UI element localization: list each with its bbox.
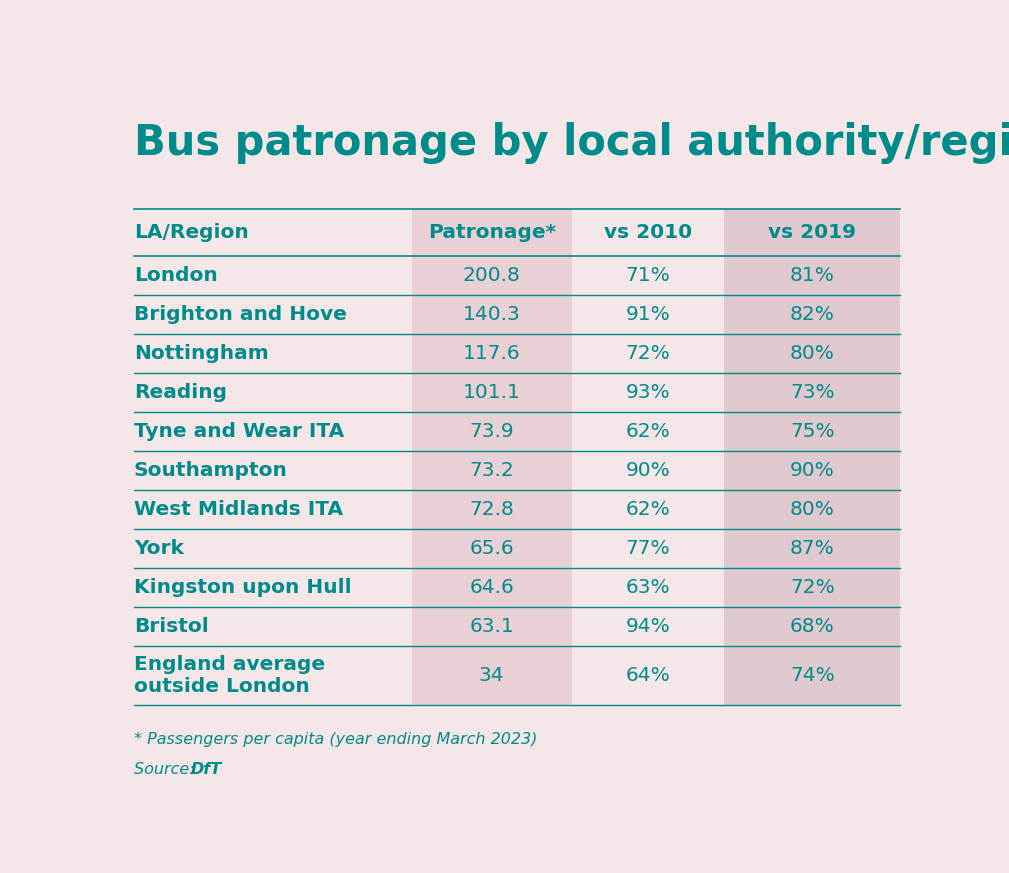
Text: 62%: 62%	[626, 500, 670, 519]
Text: Patronage*: Patronage*	[428, 223, 556, 242]
Text: Bristol: Bristol	[134, 617, 209, 636]
Text: 62%: 62%	[626, 422, 670, 441]
Text: Reading: Reading	[134, 383, 227, 402]
Text: 91%: 91%	[626, 305, 670, 324]
Text: England average
outside London: England average outside London	[134, 655, 325, 697]
Text: Nottingham: Nottingham	[134, 344, 268, 363]
Text: Bus patronage by local authority/region: Bus patronage by local authority/region	[134, 121, 1009, 163]
Text: 80%: 80%	[790, 500, 834, 519]
Text: Kingston upon Hull: Kingston upon Hull	[134, 578, 351, 597]
Text: 65.6: 65.6	[469, 539, 514, 558]
Text: 73%: 73%	[790, 383, 834, 402]
Text: Tyne and Wear ITA: Tyne and Wear ITA	[134, 422, 344, 441]
Text: London: London	[134, 266, 218, 285]
Text: 74%: 74%	[790, 666, 834, 685]
Text: Brighton and Hove: Brighton and Hove	[134, 305, 347, 324]
Text: 90%: 90%	[626, 461, 670, 480]
Text: 63.1: 63.1	[469, 617, 514, 636]
Text: 80%: 80%	[790, 344, 834, 363]
Text: 72%: 72%	[790, 578, 834, 597]
Text: 117.6: 117.6	[463, 344, 521, 363]
Text: vs 2019: vs 2019	[768, 223, 857, 242]
Text: 81%: 81%	[790, 266, 834, 285]
Text: 94%: 94%	[626, 617, 670, 636]
Text: 77%: 77%	[626, 539, 670, 558]
Text: West Midlands ITA: West Midlands ITA	[134, 500, 343, 519]
Text: vs 2010: vs 2010	[604, 223, 692, 242]
Text: 101.1: 101.1	[463, 383, 521, 402]
Text: 64.6: 64.6	[469, 578, 514, 597]
Text: 82%: 82%	[790, 305, 834, 324]
Text: Source:: Source:	[134, 762, 200, 777]
Text: LA/Region: LA/Region	[134, 223, 248, 242]
Text: 93%: 93%	[626, 383, 670, 402]
Text: 68%: 68%	[790, 617, 834, 636]
Text: York: York	[134, 539, 184, 558]
Text: 71%: 71%	[626, 266, 670, 285]
Text: 90%: 90%	[790, 461, 834, 480]
Text: 73.9: 73.9	[469, 422, 514, 441]
Text: 63%: 63%	[626, 578, 670, 597]
Text: 34: 34	[479, 666, 504, 685]
Text: 140.3: 140.3	[463, 305, 521, 324]
Text: 75%: 75%	[790, 422, 834, 441]
Text: 87%: 87%	[790, 539, 834, 558]
Text: 72.8: 72.8	[469, 500, 515, 519]
Text: Southampton: Southampton	[134, 461, 288, 480]
Text: 73.2: 73.2	[469, 461, 514, 480]
Text: 64%: 64%	[626, 666, 670, 685]
Text: 72%: 72%	[626, 344, 670, 363]
Text: DfT: DfT	[191, 762, 221, 777]
Text: * Passengers per capita (year ending March 2023): * Passengers per capita (year ending Mar…	[134, 732, 538, 747]
Text: 200.8: 200.8	[463, 266, 521, 285]
